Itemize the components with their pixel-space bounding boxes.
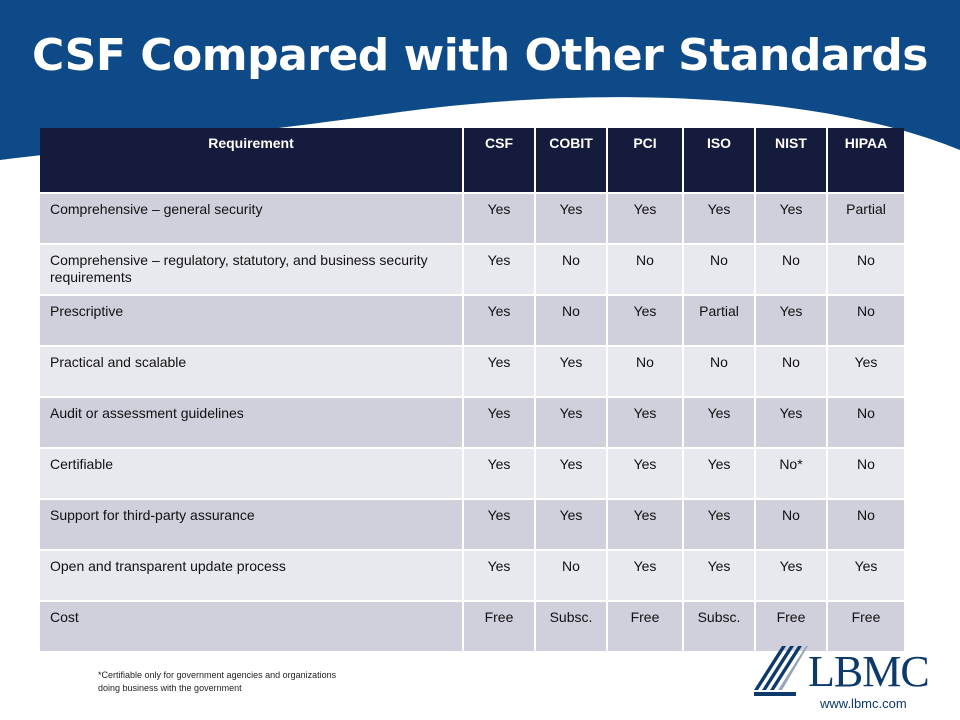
value-cell: Partial: [828, 192, 904, 243]
value-cell: No*: [756, 447, 828, 498]
requirement-cell: Comprehensive – general security: [40, 192, 464, 243]
comparison-table: Requirement CSF COBIT PCI ISO NIST HIPAA…: [40, 128, 904, 651]
value-cell: Yes: [464, 549, 536, 600]
value-cell: Subsc.: [684, 600, 756, 651]
value-cell: No: [756, 498, 828, 549]
value-cell: Yes: [828, 549, 904, 600]
value-cell: Yes: [536, 192, 608, 243]
value-cell: No: [828, 498, 904, 549]
value-cell: Free: [828, 600, 904, 651]
value-cell: Yes: [608, 447, 684, 498]
requirement-cell: Open and transparent update process: [40, 549, 464, 600]
logo-text: LBMC: [808, 647, 930, 696]
value-cell: Yes: [464, 447, 536, 498]
table-row: Open and transparent update process Yes No…: [40, 549, 904, 600]
requirement-cell: Certifiable: [40, 447, 464, 498]
column-header: COBIT: [536, 128, 608, 192]
value-cell: Yes: [464, 345, 536, 396]
value-cell: Free: [608, 600, 684, 651]
table-row: Comprehensive – regulatory, statutory, a…: [40, 243, 904, 294]
table-header-row: Requirement CSF COBIT PCI ISO NIST HIPAA: [40, 128, 904, 192]
value-cell: Partial: [684, 294, 756, 345]
requirement-cell: Practical and scalable: [40, 345, 464, 396]
value-cell: Yes: [684, 549, 756, 600]
value-cell: No: [608, 345, 684, 396]
value-cell: No: [756, 243, 828, 294]
value-cell: No: [828, 243, 904, 294]
value-cell: Free: [464, 600, 536, 651]
value-cell: Yes: [756, 192, 828, 243]
value-cell: Yes: [756, 549, 828, 600]
value-cell: Yes: [608, 192, 684, 243]
column-header: NIST: [756, 128, 828, 192]
value-cell: No: [684, 243, 756, 294]
table-row: Prescriptive Yes No Yes Partial Yes No: [40, 294, 904, 345]
page-title: CSF Compared with Other Standards: [32, 30, 928, 81]
value-cell: Yes: [536, 396, 608, 447]
value-cell: Yes: [828, 345, 904, 396]
header-banner: [0, 0, 960, 160]
requirement-cell: Comprehensive – regulatory, statutory, a…: [40, 243, 464, 294]
value-cell: Yes: [464, 396, 536, 447]
column-header: HIPAA: [828, 128, 904, 192]
website-link[interactable]: www.lbmc.com: [820, 696, 907, 711]
value-cell: No: [536, 294, 608, 345]
value-cell: Yes: [684, 498, 756, 549]
value-cell: Yes: [756, 294, 828, 345]
value-cell: Yes: [684, 447, 756, 498]
value-cell: Yes: [608, 396, 684, 447]
footnote-line: *Certifiable only for government agencie…: [98, 670, 337, 680]
value-cell: Yes: [464, 192, 536, 243]
footnote-line: doing business with the government: [98, 683, 242, 693]
requirement-cell: Audit or assessment guidelines: [40, 396, 464, 447]
value-cell: Yes: [536, 345, 608, 396]
value-cell: Yes: [536, 447, 608, 498]
value-cell: Free: [756, 600, 828, 651]
lbmc-stripes-logo-icon: [754, 646, 808, 696]
value-cell: Yes: [536, 498, 608, 549]
value-cell: No: [756, 345, 828, 396]
value-cell: Yes: [756, 396, 828, 447]
value-cell: No: [828, 294, 904, 345]
column-header: CSF: [464, 128, 536, 192]
value-cell: Yes: [464, 294, 536, 345]
value-cell: Yes: [608, 498, 684, 549]
table-row: Certifiable Yes Yes Yes Yes No* No: [40, 447, 904, 498]
table-row: Practical and scalable Yes Yes No No No Yes: [40, 345, 904, 396]
table-row: Audit or assessment guidelines Yes Yes Yes Y…: [40, 396, 904, 447]
value-cell: No: [828, 447, 904, 498]
value-cell: No: [828, 396, 904, 447]
table-row: Support for third-party assurance Yes Yes Y…: [40, 498, 904, 549]
value-cell: Yes: [684, 192, 756, 243]
footnote: *Certifiable only for government agencie…: [98, 669, 398, 695]
value-cell: No: [608, 243, 684, 294]
value-cell: No: [684, 345, 756, 396]
column-header: ISO: [684, 128, 756, 192]
requirement-cell: Prescriptive: [40, 294, 464, 345]
table-row: Cost Free Subsc. Free Subsc. Free Free: [40, 600, 904, 651]
value-cell: Subsc.: [536, 600, 608, 651]
value-cell: No: [536, 243, 608, 294]
column-header: PCI: [608, 128, 684, 192]
column-header: Requirement: [40, 128, 464, 192]
value-cell: No: [536, 549, 608, 600]
requirement-cell: Support for third-party assurance: [40, 498, 464, 549]
requirement-cell: Cost: [40, 600, 464, 651]
value-cell: Yes: [684, 396, 756, 447]
value-cell: Yes: [608, 294, 684, 345]
table-row: Comprehensive – general security Yes Yes Ye…: [40, 192, 904, 243]
value-cell: Yes: [608, 549, 684, 600]
value-cell: Yes: [464, 243, 536, 294]
value-cell: Yes: [464, 498, 536, 549]
